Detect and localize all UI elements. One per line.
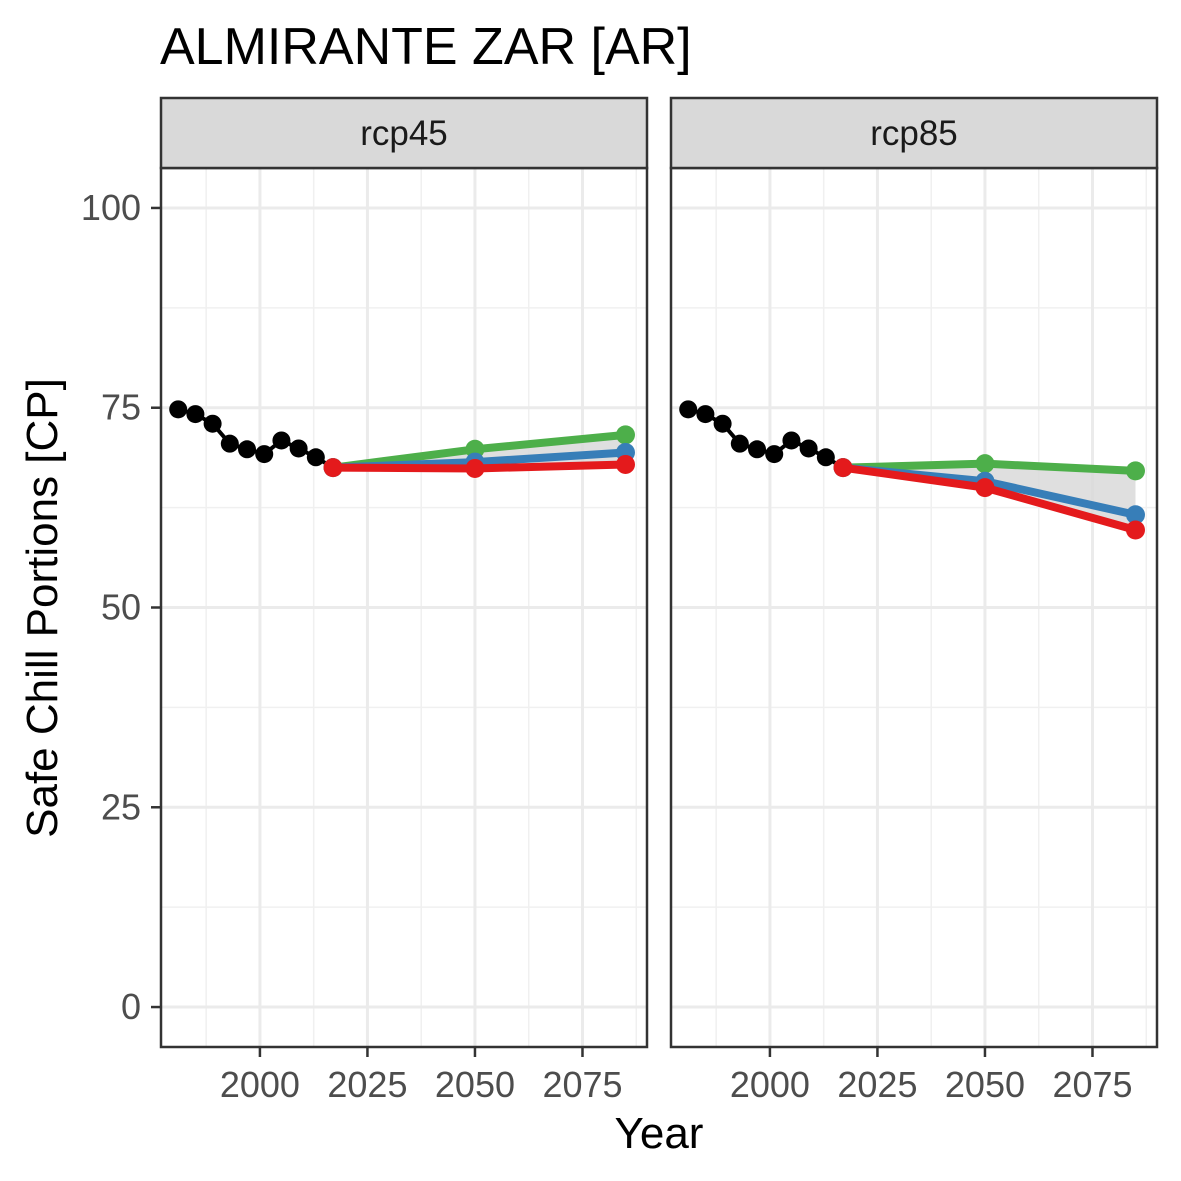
historic-point bbox=[816, 448, 835, 467]
facet-strip-label: rcp85 bbox=[870, 114, 958, 153]
x-tick-label: 2050 bbox=[945, 1064, 1025, 1105]
y-tick-label: 25 bbox=[101, 786, 141, 827]
x-tick-label: 2075 bbox=[1052, 1064, 1132, 1105]
x-tick-label: 2050 bbox=[435, 1064, 515, 1105]
historic-point bbox=[255, 445, 274, 464]
x-axis-title: Year bbox=[615, 1109, 704, 1158]
y-tick-label: 0 bbox=[121, 986, 141, 1027]
x-tick-label: 2000 bbox=[220, 1064, 300, 1105]
historic-point bbox=[696, 405, 715, 424]
historic-point bbox=[730, 434, 749, 453]
chart-title: ALMIRANTE ZAR [AR] bbox=[160, 18, 692, 76]
facet-strip-label: rcp45 bbox=[360, 114, 448, 153]
series-point-red bbox=[1125, 520, 1145, 540]
series-point-red bbox=[465, 458, 485, 478]
series-point-red bbox=[615, 454, 635, 474]
series-point-green bbox=[615, 425, 635, 445]
x-tick-label: 2075 bbox=[542, 1064, 622, 1105]
series-point-green bbox=[1125, 461, 1145, 481]
historic-point bbox=[220, 434, 239, 453]
historic-point bbox=[238, 440, 257, 459]
panel-rcp85: rcp85 2000 2025 2050 2075 bbox=[669, 96, 1159, 1105]
x-tick-label: 2025 bbox=[837, 1064, 917, 1105]
historic-point bbox=[765, 445, 784, 464]
x-tick-label: 2025 bbox=[327, 1064, 407, 1105]
series-point-green bbox=[975, 454, 995, 474]
y-tick-label: 100 bbox=[81, 187, 141, 228]
historic-point bbox=[203, 414, 222, 433]
scenario-range-ribbon bbox=[843, 463, 1136, 530]
series-point-blue bbox=[1125, 505, 1145, 525]
historic-point bbox=[169, 400, 188, 419]
historic-point bbox=[748, 440, 767, 459]
historic-point bbox=[289, 439, 308, 458]
historic-point bbox=[186, 405, 205, 424]
series-point-red bbox=[323, 458, 343, 478]
historic-point bbox=[272, 431, 291, 450]
panel-rcp45: rcp45 2000 2025 2050 2075 0 25 50 75 100 bbox=[81, 96, 649, 1105]
historic-point bbox=[679, 400, 698, 419]
historic-point bbox=[799, 439, 818, 458]
historic-point bbox=[306, 448, 325, 467]
panels-layer: rcp45 2000 2025 2050 2075 0 25 50 75 100 rcp85 2000… bbox=[81, 96, 1159, 1105]
historic-point bbox=[782, 431, 801, 450]
y-tick-label: 50 bbox=[101, 587, 141, 628]
y-axis-title: Safe Chill Portions [CP] bbox=[18, 378, 67, 838]
x-tick-label: 2000 bbox=[730, 1064, 810, 1105]
series-point-red bbox=[833, 458, 853, 478]
series-point-red bbox=[975, 478, 995, 498]
y-tick-label: 75 bbox=[101, 387, 141, 428]
facet-strip bbox=[669, 96, 1159, 170]
facet-strip bbox=[159, 96, 649, 170]
historic-point bbox=[713, 414, 732, 433]
